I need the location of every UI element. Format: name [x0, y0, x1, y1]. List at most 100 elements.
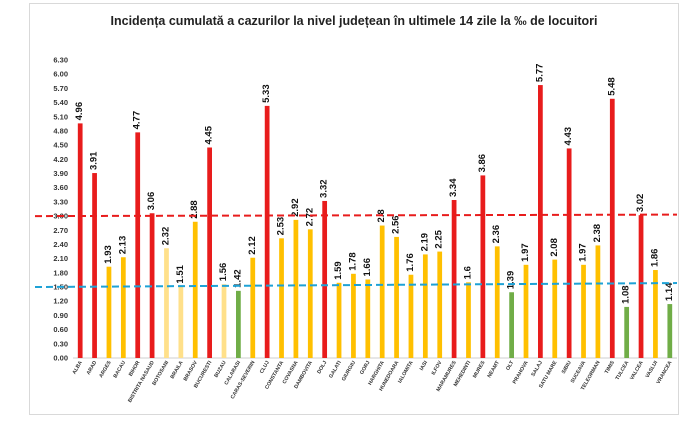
bar [379, 225, 385, 358]
value-label: 2.32 [160, 227, 171, 246]
value-label: 2.88 [189, 200, 200, 219]
value-label: 3.32 [319, 179, 330, 198]
value-label: 1.97 [578, 243, 589, 262]
y-tick-label: 5.40 [53, 98, 68, 107]
y-tick-label: 6.00 [53, 70, 68, 79]
category-label: BACAU [113, 360, 128, 379]
category-label: GORJ [359, 360, 372, 376]
bar [509, 292, 514, 358]
value-label: 3.91 [89, 151, 100, 170]
value-label: 2.19 [419, 233, 430, 252]
value-label: 4.96 [74, 102, 85, 121]
category-label: CLUJ [259, 360, 271, 375]
value-label: 2.56 [391, 215, 402, 234]
value-label: 4.43 [563, 127, 574, 146]
y-tick-label: 4.80 [53, 126, 68, 135]
value-label: 2.38 [592, 224, 603, 243]
category-label: ALBA [72, 360, 85, 376]
value-label: 1.6 [462, 266, 473, 279]
bar [437, 251, 443, 358]
y-tick-label: 1.80 [53, 268, 68, 277]
category-label: DOLJ [316, 360, 328, 375]
value-label: 1.56 [218, 263, 229, 282]
value-label: 1.93 [103, 245, 114, 264]
bar [307, 229, 313, 358]
category-label: VALCEA [629, 360, 645, 381]
category-label: ILFOV [431, 360, 444, 377]
value-label: 1.14 [664, 282, 675, 301]
bar [480, 175, 486, 358]
value-label: 1.66 [362, 258, 373, 277]
value-label: 2.36 [491, 225, 502, 244]
bar [164, 248, 169, 358]
y-tick-label: 0.00 [53, 354, 68, 363]
y-tick-label: 3.90 [53, 169, 68, 178]
bar [451, 200, 457, 358]
bar [552, 259, 558, 358]
category-label: OLT [505, 359, 516, 371]
y-tick-label: 4.20 [53, 155, 68, 164]
category-label: NEAMT [487, 359, 502, 379]
value-label: 1.86 [649, 249, 660, 268]
y-tick-label: 4.50 [53, 141, 68, 150]
bar [667, 304, 673, 358]
bar [192, 221, 198, 358]
bar [149, 213, 155, 358]
bar [120, 257, 126, 358]
bar [178, 286, 184, 358]
y-tick-label: 2.40 [53, 240, 68, 249]
category-label: SALAJ [530, 360, 544, 378]
y-tick-label: 6.30 [53, 56, 68, 65]
category-label: BUZAU [213, 360, 227, 379]
bar [351, 273, 356, 358]
bar [523, 264, 529, 358]
y-tick-label: 2.10 [53, 254, 68, 263]
value-label: 2.92 [290, 198, 301, 217]
bar [92, 173, 97, 358]
category-label: GALATI [328, 360, 343, 380]
bar [207, 147, 212, 358]
value-label: 4.77 [132, 111, 143, 130]
reference-line-low [34, 282, 678, 289]
category-label: GIURGIU [341, 360, 357, 382]
bar [264, 105, 270, 358]
y-tick-label: 0.60 [53, 325, 68, 334]
y-tick-label: 0.90 [53, 311, 68, 320]
value-label: 1.08 [621, 285, 632, 304]
value-label: 1.51 [175, 264, 186, 283]
value-label: 2.08 [549, 238, 560, 257]
category-label: TIMIS [604, 360, 616, 375]
bar [653, 270, 658, 358]
category-label: ARGES [98, 360, 113, 379]
bar [236, 290, 241, 358]
bar [279, 238, 284, 358]
bar [221, 284, 227, 358]
value-label: 5.48 [606, 77, 617, 96]
bar [538, 85, 543, 359]
category-label: SIBIU [561, 360, 573, 375]
value-label: 2.53 [276, 217, 287, 236]
bar [322, 200, 328, 358]
value-label: 1.97 [520, 243, 531, 262]
value-label: 3.34 [448, 178, 459, 197]
category-label: ARAD [86, 360, 99, 376]
bar [394, 236, 399, 358]
value-label: 1.39 [506, 271, 517, 290]
bar [609, 98, 615, 359]
bar [581, 264, 586, 358]
value-label: 1.76 [405, 253, 416, 272]
y-tick-label: 1.20 [53, 297, 68, 306]
bar [422, 254, 428, 358]
y-tick-label: 0.30 [53, 339, 68, 348]
reference-line-high [34, 213, 678, 218]
category-label: VASLUI [645, 360, 660, 380]
bar [250, 257, 256, 358]
value-label: 2.25 [434, 229, 445, 248]
value-label: 3.02 [635, 194, 646, 213]
bar [336, 282, 342, 358]
bar [638, 215, 644, 358]
chart-title: Incidența cumulată a cazurilor la nivel … [110, 14, 598, 28]
category-label: MURES [472, 360, 487, 380]
bar [365, 279, 371, 358]
